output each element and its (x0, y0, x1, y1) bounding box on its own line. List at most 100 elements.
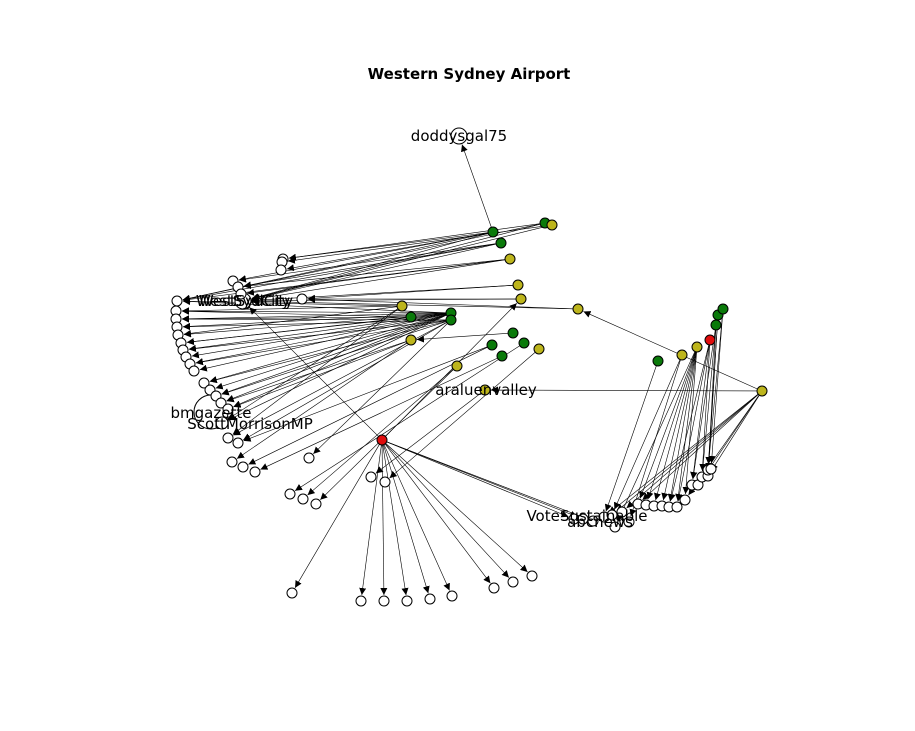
node-white (379, 476, 391, 488)
edge (604, 365, 657, 512)
node-white (237, 461, 249, 473)
edge (251, 284, 514, 304)
node-green (486, 339, 498, 351)
edge (313, 323, 448, 455)
node-green (518, 337, 530, 349)
edge (708, 313, 723, 464)
edge (690, 329, 716, 480)
edge (667, 351, 697, 502)
edge (182, 312, 447, 330)
node-olive (546, 219, 558, 231)
node-green (487, 226, 499, 238)
node-white (446, 590, 458, 602)
edge (260, 357, 498, 470)
node-white (303, 452, 315, 464)
node-olive (756, 385, 768, 397)
edge (385, 443, 510, 578)
edge (288, 223, 541, 261)
edge (183, 313, 447, 338)
node-green (495, 237, 507, 249)
edge (617, 351, 696, 522)
edge (307, 295, 574, 310)
edge (182, 297, 398, 307)
diagram-title: Western Sydney Airport (368, 65, 571, 83)
edge (238, 232, 489, 283)
node-olive (396, 300, 408, 312)
node-white (235, 288, 247, 300)
node-white (450, 127, 468, 145)
node-white (226, 456, 238, 468)
node-white (198, 377, 210, 389)
edge (690, 344, 710, 480)
node-olive (572, 303, 584, 315)
edge (188, 320, 447, 353)
node-white (222, 403, 234, 415)
node-white (679, 494, 691, 506)
edge (226, 341, 407, 403)
edge (676, 344, 710, 502)
edge (385, 443, 528, 573)
edge (386, 441, 569, 518)
edge (294, 444, 380, 588)
edge (182, 319, 447, 331)
node-green (507, 327, 519, 339)
edge (186, 313, 447, 346)
node-olive (504, 253, 516, 265)
node-white (284, 488, 296, 500)
node-white (488, 582, 500, 594)
edges (181, 144, 760, 596)
edge (642, 394, 759, 501)
node-label-abcnews: abcnews (567, 513, 633, 531)
edge (710, 395, 760, 472)
node-white (215, 416, 229, 430)
edge (386, 441, 588, 520)
node-white (526, 570, 538, 582)
edge (682, 351, 697, 495)
node-white (296, 293, 308, 305)
edge (227, 308, 398, 420)
node-white (623, 516, 635, 528)
edge (243, 243, 497, 289)
edge (209, 320, 447, 384)
node-olive (512, 279, 524, 291)
node-label-votesustainable: VoteSustainable (526, 507, 647, 525)
edge (383, 444, 430, 594)
edge (654, 351, 696, 501)
edge (583, 311, 758, 390)
edge (251, 297, 517, 305)
edge (233, 341, 407, 408)
node-white (275, 264, 287, 276)
node-label-westsydcity: WestSydCity (196, 292, 290, 310)
edge (385, 303, 518, 437)
node-white (249, 466, 261, 478)
edge (668, 344, 710, 502)
node-white (297, 493, 309, 505)
edge (249, 307, 379, 437)
node-olive (451, 360, 463, 372)
edge (243, 346, 488, 442)
edge (675, 351, 697, 502)
edge (359, 444, 382, 596)
edge (181, 307, 447, 315)
node-green (652, 355, 664, 367)
edge (226, 314, 447, 402)
edge (461, 144, 492, 228)
edge (181, 315, 447, 323)
edge (286, 232, 489, 272)
node-white (705, 463, 717, 475)
node-white (215, 397, 227, 409)
edge (705, 319, 718, 465)
node-label-scottmorrisonmp: ScottMorrisonMP (187, 415, 313, 433)
node-white (365, 471, 377, 483)
node-labels: doddysgal75 WestSydCity WestSydCity bmga… (171, 127, 648, 531)
node-label-bmgazette: bmgazette (171, 404, 252, 422)
node-white (188, 365, 200, 377)
edge (416, 333, 509, 343)
node-white (286, 587, 298, 599)
edge (181, 312, 447, 323)
edge (382, 444, 409, 596)
node-green (717, 303, 729, 315)
edge (251, 259, 506, 302)
node-white (424, 593, 436, 605)
